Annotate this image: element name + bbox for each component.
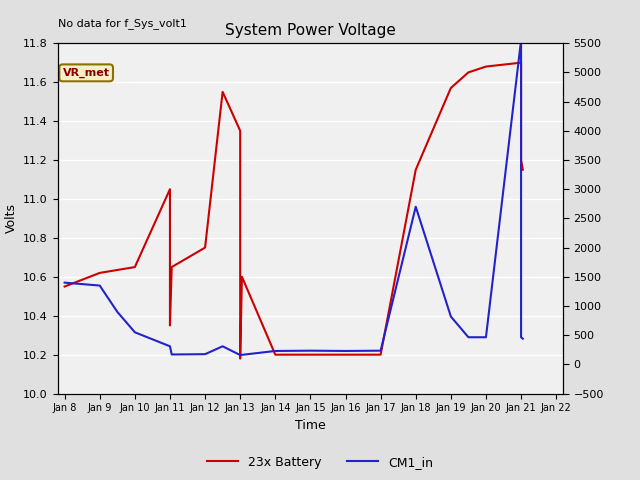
- Line: CM1_in: CM1_in: [65, 40, 523, 355]
- Line: 23x Battery: 23x Battery: [65, 63, 523, 359]
- CM1_in: [517, 335, 525, 340]
- 23x Battery: [238, 274, 246, 280]
- 23x Battery: [201, 245, 209, 251]
- X-axis label: Time: Time: [295, 419, 326, 432]
- 23x Battery: [447, 85, 454, 91]
- CM1_in: [131, 329, 139, 335]
- Text: No data for f_Sys_volt1: No data for f_Sys_volt1: [58, 18, 186, 29]
- CM1_in: [166, 343, 174, 349]
- CM1_in: [219, 343, 227, 349]
- Y-axis label: Volts: Volts: [4, 204, 17, 233]
- CM1_in: [519, 336, 527, 342]
- CM1_in: [271, 348, 279, 354]
- CM1_in: [412, 204, 420, 210]
- 23x Battery: [465, 70, 472, 75]
- CM1_in: [377, 348, 385, 354]
- 23x Battery: [166, 323, 174, 328]
- 23x Battery: [271, 352, 279, 358]
- CM1_in: [168, 351, 175, 357]
- CM1_in: [447, 313, 454, 319]
- 23x Battery: [96, 270, 104, 276]
- 23x Battery: [342, 352, 349, 358]
- 23x Battery: [412, 167, 420, 173]
- CM1_in: [201, 351, 209, 357]
- CM1_in: [482, 335, 490, 340]
- 23x Battery: [236, 128, 244, 134]
- 23x Battery: [377, 352, 385, 358]
- 23x Battery: [219, 89, 227, 95]
- Title: System Power Voltage: System Power Voltage: [225, 23, 396, 38]
- 23x Battery: [166, 186, 174, 192]
- CM1_in: [96, 283, 104, 288]
- CM1_in: [342, 348, 349, 354]
- CM1_in: [61, 280, 68, 286]
- Text: VR_met: VR_met: [63, 68, 109, 78]
- CM1_in: [465, 335, 472, 340]
- CM1_in: [517, 37, 525, 43]
- 23x Battery: [517, 157, 525, 163]
- 23x Battery: [61, 284, 68, 289]
- CM1_in: [236, 352, 244, 358]
- Legend: 23x Battery, CM1_in: 23x Battery, CM1_in: [202, 451, 438, 474]
- CM1_in: [113, 309, 121, 315]
- 23x Battery: [307, 352, 314, 358]
- 23x Battery: [236, 356, 244, 361]
- 23x Battery: [131, 264, 139, 270]
- 23x Battery: [517, 60, 525, 66]
- CM1_in: [307, 348, 314, 354]
- 23x Battery: [482, 64, 490, 70]
- 23x Battery: [168, 264, 175, 270]
- 23x Battery: [519, 167, 527, 173]
